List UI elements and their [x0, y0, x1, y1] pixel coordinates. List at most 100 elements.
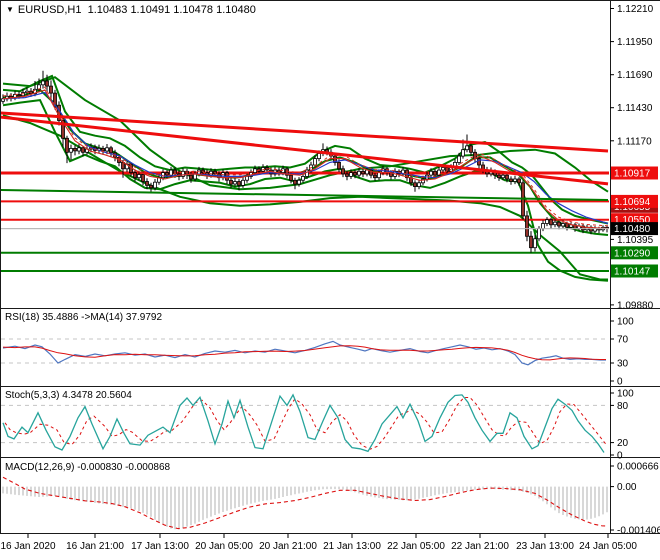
candle-body [469, 145, 473, 153]
candle-body [441, 167, 445, 171]
candle-body [101, 147, 105, 152]
candle-body [377, 172, 381, 179]
candle-body [33, 88, 37, 95]
candle-body [45, 80, 49, 87]
candle-body [541, 223, 545, 229]
candle-body [313, 158, 317, 166]
macd-signal-line [2, 476, 609, 530]
candle-body [417, 182, 421, 188]
price-badge-text: 1.10480 [614, 224, 651, 235]
candle-body [557, 221, 561, 227]
macd-axis-label: 0.00 [617, 482, 637, 493]
price-badge-text: 1.10290 [614, 248, 651, 259]
time-axis-label: 20 Jan 05:00 [195, 541, 253, 552]
descending-trendline-2[interactable] [0, 115, 609, 186]
candle-body [189, 174, 193, 180]
descending-trendline-green[interactable] [0, 189, 609, 201]
candle-body [109, 147, 113, 154]
price-axis-label: 1.12210 [617, 4, 654, 15]
rsi-axis-label: 30 [617, 359, 629, 370]
candle-body [297, 179, 301, 185]
time-axis-label: 22 Jan 21:00 [451, 541, 509, 552]
candle-body [369, 169, 373, 176]
descending-trendline-1[interactable] [0, 111, 609, 153]
candle-body [465, 145, 469, 151]
price-badge-1.10480: 1.10480 [611, 222, 658, 236]
price-badge-text: 1.10147 [614, 267, 651, 278]
candle-body [525, 215, 529, 237]
candle-body [561, 223, 565, 227]
candle-body [165, 172, 169, 176]
candle-body [169, 169, 173, 176]
candle-body [181, 170, 185, 177]
candle-body [509, 178, 513, 182]
candle-body [289, 174, 293, 181]
price-badge-1.10147: 1.10147 [611, 264, 658, 278]
stoch-axis-label: 100 [617, 389, 634, 400]
ma-red-dashed [2, 86, 609, 227]
time-axis[interactable]: 16 Jan 2020 16 Jan 21:00 17 Jan 13:00 20 Ja… [0, 534, 637, 552]
time-axis-label: 17 Jan 13:00 [131, 541, 189, 552]
candle-body [121, 161, 125, 170]
candle-body [305, 169, 309, 177]
candle-body [193, 173, 197, 180]
price-badge-text: 1.10694 [614, 197, 651, 208]
candle-body [77, 147, 81, 152]
stoch-panel[interactable] [1, 393, 609, 453]
candle-body [69, 147, 73, 153]
candle-body [49, 85, 53, 94]
candle-body [357, 170, 361, 176]
stoch-axis-label: 80 [617, 401, 629, 412]
bollinger-wide-lower [2, 114, 608, 281]
time-axis-label: 20 Jan 21:00 [259, 541, 317, 552]
candle-body [457, 155, 461, 163]
price-axis-label: 1.09880 [617, 300, 654, 311]
candle-body [497, 174, 501, 179]
candle-body [253, 168, 257, 174]
candle-body [133, 172, 137, 179]
candle-body [413, 182, 417, 188]
candle-body [529, 235, 533, 249]
main-price-panel[interactable] [0, 70, 609, 282]
candle-body [421, 178, 425, 184]
candle-body [41, 80, 45, 86]
candle-body [505, 174, 509, 180]
price-axis-label: 1.10395 [617, 235, 654, 246]
candle-body [373, 174, 377, 179]
candle-body [81, 147, 85, 153]
time-axis-label: 24 Jan 05:00 [579, 541, 637, 552]
price-badge-text: 1.10917 [614, 169, 651, 180]
rsi-panel[interactable] [1, 338, 609, 366]
candle-body [501, 174, 505, 179]
candle-body [137, 174, 141, 179]
candle-body [349, 172, 353, 177]
price-axis-label: 1.11170 [617, 136, 652, 147]
candle-body [105, 147, 109, 152]
price-axis-label: 1.11690 [617, 70, 653, 81]
time-axis-label: 21 Jan 13:00 [323, 541, 381, 552]
rsi-axis-label: 70 [617, 335, 629, 346]
candle-body [17, 94, 21, 97]
candle-body [153, 181, 157, 189]
price-axis[interactable]: 1.12210 1.11950 1.11690 1.11430 1.11170 1.103… [610, 4, 660, 537]
bollinger-wide-upper [2, 76, 609, 193]
price-axis-label: 1.11430 [617, 103, 653, 114]
macd-panel[interactable] [2, 476, 609, 530]
candle-body [301, 175, 305, 181]
stoch-k-line [2, 393, 605, 453]
candle-body [537, 228, 541, 240]
candle-body [353, 172, 357, 176]
rsi-ma-line [2, 345, 606, 361]
panel-borders [0, 0, 660, 534]
candle-body [241, 179, 245, 186]
candle-body [433, 170, 437, 176]
candle-body [233, 181, 237, 185]
stoch-axis-label: 20 [617, 438, 629, 449]
time-axis-label: 23 Jan 13:00 [516, 541, 574, 552]
candle-body [545, 219, 549, 224]
candle-body [565, 223, 569, 228]
candle-body [213, 170, 217, 175]
candle-body [265, 167, 269, 171]
